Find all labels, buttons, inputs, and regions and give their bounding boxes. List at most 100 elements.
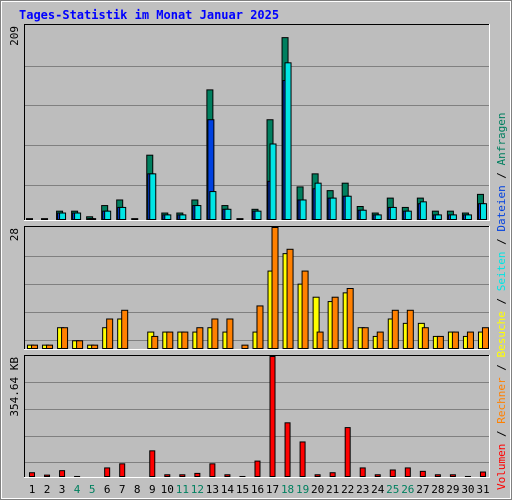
legend-item-besuche: Besuche (495, 311, 508, 357)
x-tick-label: 3 (59, 483, 66, 496)
bar-seiten-day-5 (89, 218, 97, 221)
chart-panels: 209 28 354.64 KB (8, 24, 490, 478)
bar-seiten-day-3 (59, 212, 67, 221)
bar-rechner-day-12 (196, 327, 204, 350)
x-tick-label: 5 (89, 483, 96, 496)
x-tick-label: 29 (446, 483, 459, 496)
y-axis-max-label: 28 (8, 228, 21, 241)
bar-volumen-day-28 (434, 474, 441, 477)
bar-rechner-day-3 (61, 327, 69, 350)
bar-volumen-day-29 (449, 474, 456, 477)
x-tick-label: 17 (266, 483, 279, 496)
bar-seiten-day-24 (374, 214, 382, 221)
x-tick-label: 11 (176, 483, 189, 496)
panel-3: 354.64 KB (8, 355, 490, 478)
bar-seiten-day-16 (254, 210, 262, 221)
x-tick-label: 25 (386, 483, 399, 496)
bar-rechner-day-19 (301, 270, 309, 350)
x-tick-label: 2 (44, 483, 51, 496)
bar-volumen-day-13 (209, 463, 216, 478)
x-tick-label: 31 (476, 483, 489, 496)
bar-rechner-day-30 (466, 331, 474, 350)
bar-rechner-day-28 (436, 335, 444, 349)
bar-rechner-day-7 (121, 309, 129, 349)
bar-seiten-day-23 (359, 209, 367, 221)
y-axis-max-label: 209 (8, 26, 21, 46)
bar-rechner-day-23 (361, 327, 369, 350)
bar-volumen-day-24 (374, 474, 381, 477)
bar-seiten-day-28 (434, 214, 442, 221)
bar-volumen-day-12 (194, 472, 201, 478)
bar-seiten-day-30 (464, 214, 472, 221)
bar-seiten-day-18 (284, 62, 292, 221)
x-tick-label: 4 (74, 483, 81, 496)
bar-seiten-day-4 (74, 212, 82, 221)
bar-seiten-day-25 (389, 206, 397, 221)
x-tick-label: 13 (206, 483, 219, 496)
legend-separator: / (495, 358, 508, 378)
bar-anfragen-day-2 (41, 218, 49, 221)
bar-rechner-day-22 (346, 288, 354, 349)
bar-rechner-day-21 (331, 296, 339, 350)
legend-separator: / (495, 424, 508, 444)
bar-volumen-day-3 (59, 470, 66, 478)
bar-anfragen-day-8 (131, 218, 139, 221)
x-tick-label: 28 (431, 483, 444, 496)
bar-rechner-day-2 (46, 344, 54, 349)
panel-1: 209 (8, 24, 490, 221)
bar-seiten-day-7 (119, 206, 127, 221)
bar-volumen-day-27 (419, 470, 426, 477)
bar-volumen-day-19 (299, 441, 306, 477)
series-rechner (31, 227, 489, 350)
bar-rechner-day-15 (241, 344, 249, 349)
bar-rechner-day-24 (376, 331, 384, 350)
bar-rechner-day-9 (151, 335, 159, 349)
bar-rechner-day-31 (481, 327, 489, 350)
bar-seiten-day-14 (224, 208, 232, 221)
bar-seiten-day-31 (479, 203, 487, 220)
x-tick-label: 10 (161, 483, 174, 496)
bar-rechner-day-1 (31, 344, 38, 349)
x-tick-label: 18 (281, 483, 294, 496)
bar-volumen-day-6 (104, 467, 111, 478)
bar-rechner-day-20 (316, 331, 324, 350)
bar-anfragen-day-1 (26, 218, 33, 221)
x-tick-label: 26 (401, 483, 414, 496)
bar-seiten-day-27 (419, 201, 427, 220)
bar-volumen-day-1 (29, 472, 35, 478)
plot-area (24, 24, 490, 221)
legend-item-rechner: Rechner (495, 377, 508, 424)
bar-rechner-day-14 (226, 318, 234, 349)
bar-rechner-day-10 (166, 331, 174, 350)
series-seiten (59, 62, 487, 221)
bar-rechner-day-5 (91, 344, 99, 349)
bar-besuche-day-20 (312, 296, 320, 350)
x-axis-labels: 1 2 3 4 5 6 7 8 9 10 11 12 13 14 15 16 17 18 19 20 21 22 23 24 2… (29, 483, 490, 496)
bar-seiten-day-20 (314, 182, 322, 221)
bar-volumen-day-10 (164, 474, 171, 477)
x-tick-label: 24 (371, 483, 385, 496)
legend-separator: / (495, 165, 508, 185)
bar-rechner-day-18 (286, 248, 294, 350)
x-tick-label: 27 (416, 483, 429, 496)
bar-seiten-day-13 (209, 191, 217, 220)
x-tick-label: 20 (311, 483, 324, 496)
bar-anfragen-day-15 (236, 218, 244, 221)
bar-seiten-day-21 (329, 197, 337, 220)
x-tick-label: 9 (149, 483, 156, 496)
bar-seiten-day-22 (344, 195, 352, 220)
bar-volumen-day-26 (404, 467, 411, 478)
legend-item-dateien: Dateien (495, 185, 508, 231)
bar-volumen-day-18 (284, 422, 291, 477)
x-tick-label: 6 (104, 483, 111, 496)
bar-seiten-day-12 (194, 205, 202, 221)
legend-text: Volumen / Rechner / Besuche / Seiten / D… (495, 112, 508, 490)
bar-seiten-day-10 (164, 214, 172, 221)
bar-rechner-day-16 (256, 305, 264, 349)
x-tick-label: 14 (221, 483, 235, 496)
bar-volumen-day-2 (44, 474, 51, 477)
bar-seiten-day-11 (179, 214, 187, 221)
bar-volumen-day-17 (269, 356, 276, 477)
